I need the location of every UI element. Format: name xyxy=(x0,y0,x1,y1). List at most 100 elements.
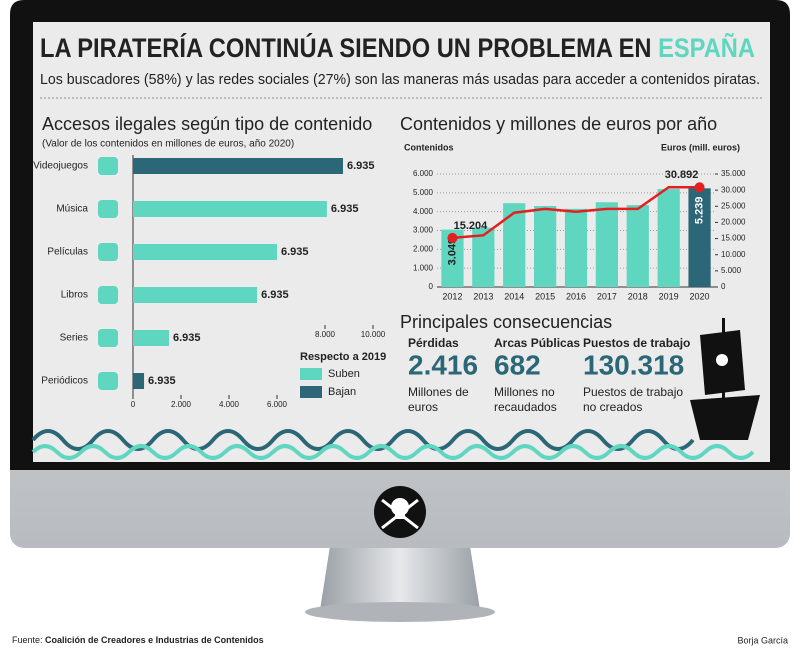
chart-subtitle: (Valor de los contenidos en millones de … xyxy=(42,139,294,150)
title: LA PIRATERÍA CONTINÚA SIENDO UN PROBLEMA… xyxy=(40,32,755,63)
consequence-label: Arcas Públicas xyxy=(494,336,580,350)
data-label: 3.049 xyxy=(446,238,458,266)
consequence-desc: recaudados xyxy=(494,400,557,414)
y-tick-label: 3.000 xyxy=(413,226,434,235)
author: Borja García xyxy=(737,635,788,645)
consequence-value: 2.416 xyxy=(408,349,478,380)
category-label: Series xyxy=(60,333,88,344)
consequence-label: Pérdidas xyxy=(408,336,459,350)
source: Fuente: Coalición de Creadores e Industr… xyxy=(12,635,264,645)
bar xyxy=(564,208,588,287)
category-label: Películas xyxy=(47,247,88,258)
bar xyxy=(657,189,680,287)
y2-tick-label: 35.000 xyxy=(721,169,746,178)
x-tick-label: 2016 xyxy=(566,291,586,301)
y2-tick-label: 20.000 xyxy=(721,218,746,227)
y2-axis-label: Euros (mill. euros) xyxy=(661,142,740,152)
bar xyxy=(626,205,649,287)
section-title: Principales consecuencias xyxy=(400,312,612,332)
bar xyxy=(472,227,495,287)
waves xyxy=(31,429,755,460)
bar xyxy=(133,158,343,174)
x-tick-label: 2018 xyxy=(628,291,648,301)
consequence-value: 130.318 xyxy=(583,349,684,380)
bar-annotation: 6.935 xyxy=(331,203,359,215)
bar-annotation: 6.935 xyxy=(281,246,309,258)
x-tick-label: 10.000 xyxy=(361,330,386,339)
x-tick-label: 6.000 xyxy=(267,400,288,409)
category-icon xyxy=(98,372,118,390)
line xyxy=(452,186,700,240)
consequence-desc: Millones no xyxy=(494,385,555,399)
bar xyxy=(133,244,277,260)
x-tick-label: 0 xyxy=(131,400,136,409)
subtitle: Los buscadores (58%) y las redes sociale… xyxy=(40,71,760,88)
x-tick-label: 2.000 xyxy=(171,400,192,409)
bar xyxy=(441,229,464,287)
legend-title: Respecto a 2019 xyxy=(300,351,386,363)
x-tick-label: 2013 xyxy=(473,291,493,301)
bar-annotation: 6.935 xyxy=(173,332,201,344)
bar xyxy=(595,202,619,287)
title-highlight: ESPAÑA xyxy=(658,32,755,63)
bar xyxy=(503,203,526,287)
legend-label: Bajan xyxy=(328,386,356,398)
y2-tick-label: 15.000 xyxy=(721,234,746,243)
category-icon xyxy=(98,200,118,218)
data-label: 5.239 xyxy=(693,197,705,225)
bar xyxy=(533,206,557,287)
x-tick-label: 4.000 xyxy=(219,400,240,409)
bar-annotation: 6.935 xyxy=(148,375,176,387)
x-tick-label: 2020 xyxy=(690,291,710,301)
category-label: Libros xyxy=(61,290,88,301)
y-tick-label: 5.000 xyxy=(413,188,434,197)
y-tick-label: 6.000 xyxy=(413,169,434,178)
y2-tick-label: 5.000 xyxy=(721,266,742,275)
monitor xyxy=(10,0,790,622)
consequence-desc: euros xyxy=(408,400,438,414)
source-name: Coalición de Creadores e Industrias de C… xyxy=(45,635,264,645)
consequence-label: Puestos de trabajo xyxy=(583,336,690,350)
y2-tick-label: 0 xyxy=(721,282,726,291)
bar xyxy=(133,201,327,217)
chart-title: Accesos ilegales según tipo de contenido xyxy=(42,114,372,134)
bar xyxy=(133,287,258,303)
category-icon xyxy=(98,243,118,261)
category-icon xyxy=(98,157,118,175)
bar xyxy=(688,188,711,287)
category-icon xyxy=(98,286,118,304)
consequence-value: 682 xyxy=(494,349,541,380)
category-label: Periódicos xyxy=(41,376,88,387)
x-tick-label: 2012 xyxy=(442,291,462,301)
source-label: Fuente: xyxy=(12,635,43,645)
x-tick-label: 2017 xyxy=(597,291,617,301)
y-tick-label: 2.000 xyxy=(413,244,434,253)
legend-label: Suben xyxy=(328,368,360,380)
category-label: Videojuegos xyxy=(33,161,88,172)
category-icon xyxy=(98,329,118,347)
bar xyxy=(133,373,145,389)
bar xyxy=(133,330,169,346)
y2-tick-label: 30.000 xyxy=(721,185,746,194)
x-tick-label: 2019 xyxy=(659,291,679,301)
category-label: Música xyxy=(56,204,88,215)
y-tick-label: 1.000 xyxy=(413,263,434,272)
pirate-ship xyxy=(690,318,760,440)
data-label: 30.892 xyxy=(665,169,699,181)
data-label: 15.204 xyxy=(454,220,489,232)
line-point xyxy=(694,182,705,193)
legend-swatch xyxy=(300,368,322,380)
bar-annotation: 6.935 xyxy=(347,160,375,172)
x-tick-label: 2014 xyxy=(504,291,524,301)
bar-annotation: 6.935 xyxy=(261,289,289,301)
x-tick-label: 2015 xyxy=(535,291,555,301)
y-axis-label: Contenidos xyxy=(404,142,454,152)
title-main: LA PIRATERÍA CONTINÚA SIENDO UN PROBLEMA… xyxy=(40,32,652,63)
x-tick-label: 8.000 xyxy=(315,330,336,339)
y-tick-label: 0 xyxy=(429,282,434,291)
consequence-desc: Puestos de trabajo xyxy=(583,385,683,399)
line-point xyxy=(447,232,458,243)
consequence-desc: no creados xyxy=(583,400,642,414)
y-tick-label: 4.000 xyxy=(413,207,434,216)
